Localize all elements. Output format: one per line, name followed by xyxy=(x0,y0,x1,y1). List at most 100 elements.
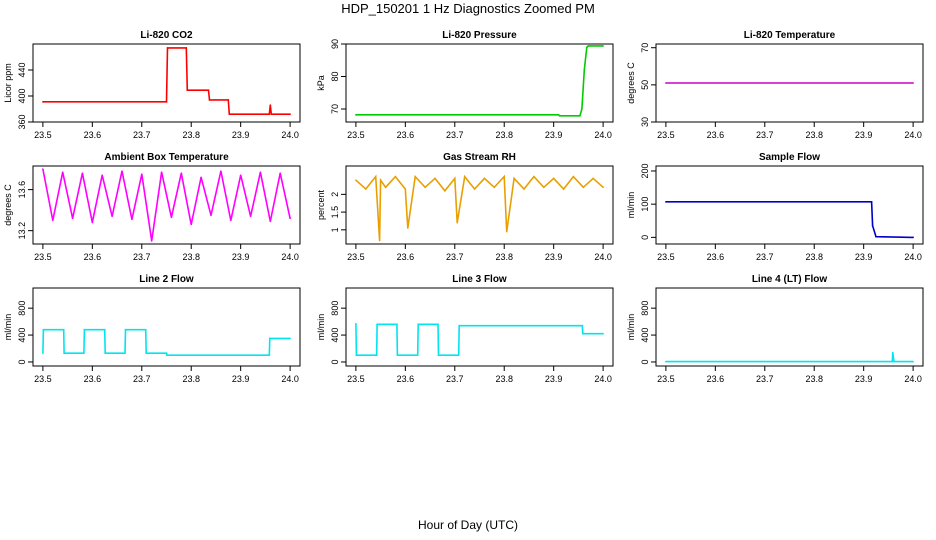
data-point xyxy=(207,89,210,91)
x-tick-label: 23.9 xyxy=(545,130,563,140)
y-tick-label: 800 xyxy=(640,301,650,316)
data-point xyxy=(891,360,894,363)
data-point xyxy=(416,354,419,357)
y-tick-label: 30 xyxy=(640,117,650,127)
x-tick-label: 23.9 xyxy=(855,374,873,384)
data-point xyxy=(592,177,595,180)
data-point xyxy=(200,176,202,179)
y-axis-label: kPa xyxy=(316,75,326,91)
series-line xyxy=(42,328,291,357)
x-axis-title: Hour of Day (UTC) xyxy=(417,518,518,532)
y-tick-label: 13.2 xyxy=(17,222,27,240)
data-point xyxy=(42,328,45,331)
x-tick-label: 24.0 xyxy=(594,130,612,140)
data-point xyxy=(81,172,84,174)
data-point xyxy=(364,188,367,190)
x-tick-label: 23.8 xyxy=(495,130,513,140)
x-tick-label: 23.8 xyxy=(805,374,823,384)
panel-1: Li-820 CO2 23.5 23.6 23.7 23.8 23.9 24.0 360 400… xyxy=(3,30,301,140)
series-line xyxy=(355,323,604,357)
data-point xyxy=(160,171,163,173)
y-tick-label: 70 xyxy=(640,43,650,53)
series-line xyxy=(355,45,604,117)
data-point xyxy=(186,89,189,91)
x-tick-label: 23.5 xyxy=(347,130,365,140)
data-point xyxy=(483,177,486,180)
x-tick-label: 23.7 xyxy=(133,252,151,262)
x-tick-label: 23.8 xyxy=(182,130,200,140)
data-point xyxy=(417,323,419,326)
data-point xyxy=(437,323,439,326)
y-axis-label: degrees C xyxy=(626,62,636,104)
data-point xyxy=(289,217,291,220)
data-point xyxy=(144,328,147,331)
data-point xyxy=(375,354,378,357)
x-tick-label: 23.7 xyxy=(133,374,151,384)
y-tick-label: 100 xyxy=(640,197,650,212)
panel-title: Gas Stream RH xyxy=(443,152,516,163)
x-tick-label: 23.6 xyxy=(84,130,102,140)
y-axis-label: ml/min xyxy=(626,314,636,341)
data-point xyxy=(912,360,914,363)
data-point xyxy=(374,175,377,178)
panel-title: Line 4 (LT) Flow xyxy=(752,274,828,285)
panel-3: Li-820 Temperature 23.5 23.6 23.7 23.8 23.9 24… xyxy=(626,30,924,140)
data-point xyxy=(602,45,604,47)
x-tick-label: 23.5 xyxy=(347,374,365,384)
y-tick-label: 1.5 xyxy=(330,206,340,219)
panel-title: Sample Flow xyxy=(759,152,820,163)
data-point xyxy=(269,220,272,223)
data-point xyxy=(51,219,54,222)
data-point xyxy=(585,46,588,49)
data-point xyxy=(473,188,476,190)
y-tick-label: 80 xyxy=(330,71,340,81)
data-point xyxy=(665,82,667,84)
x-tick-label: 23.8 xyxy=(805,252,823,262)
y-tick-label: 400 xyxy=(330,328,340,343)
x-tick-label: 24.0 xyxy=(904,252,922,262)
data-point xyxy=(227,99,230,101)
data-point xyxy=(437,354,440,357)
data-point xyxy=(503,175,506,178)
data-point xyxy=(124,352,126,355)
data-point xyxy=(42,352,44,355)
data-point xyxy=(404,188,407,190)
data-point xyxy=(249,215,252,218)
data-point xyxy=(239,174,242,177)
data-point xyxy=(269,337,271,340)
data-point xyxy=(457,354,460,357)
data-point xyxy=(166,354,168,357)
x-tick-label: 23.7 xyxy=(756,130,774,140)
x-tick-label: 24.0 xyxy=(281,252,299,262)
y-tick-label: 70 xyxy=(330,104,340,114)
data-point xyxy=(458,324,461,327)
x-tick-label: 23.9 xyxy=(855,130,873,140)
panel-title: Li-820 Temperature xyxy=(744,30,836,41)
data-point xyxy=(396,323,398,326)
data-point xyxy=(523,188,525,190)
x-tick-label: 23.6 xyxy=(707,252,725,262)
data-point xyxy=(279,172,282,174)
plot-frame xyxy=(345,287,614,367)
data-point xyxy=(355,322,357,325)
plot-frame xyxy=(655,165,924,245)
data-point xyxy=(533,175,535,178)
data-point xyxy=(463,175,466,178)
data-point xyxy=(875,235,877,238)
panel-9: Line 4 (LT) Flow 23.5 23.6 23.7 23.8 23.9 24.0… xyxy=(626,274,924,384)
data-point xyxy=(220,170,222,172)
data-point xyxy=(268,113,271,115)
y-axis-label: ml/min xyxy=(316,314,326,341)
y-axis-label: percent xyxy=(316,189,326,220)
x-tick-label: 23.9 xyxy=(232,374,250,384)
data-point xyxy=(557,114,560,116)
x-tick-label: 23.5 xyxy=(657,252,675,262)
data-point xyxy=(272,113,275,115)
data-point xyxy=(259,171,262,173)
data-point xyxy=(101,174,104,177)
y-axis-label: ml/min xyxy=(3,314,13,341)
data-point xyxy=(912,236,914,239)
series-line xyxy=(355,174,604,241)
series-line xyxy=(42,47,291,115)
x-tick-label: 23.7 xyxy=(756,252,774,262)
